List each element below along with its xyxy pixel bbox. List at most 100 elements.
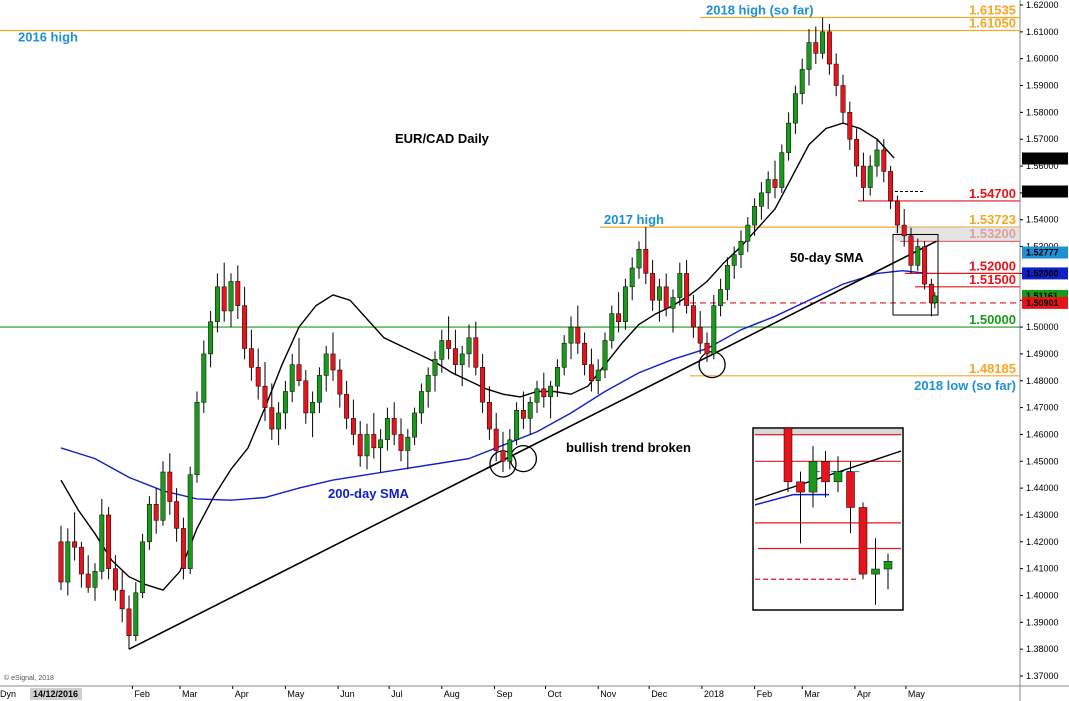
price-tag bbox=[1022, 246, 1068, 259]
candle-body bbox=[622, 286, 628, 322]
candle-body bbox=[888, 171, 894, 202]
candle-body bbox=[446, 340, 452, 349]
candle-body bbox=[391, 418, 397, 435]
x-tick-label: 14/12/2016 bbox=[33, 689, 78, 699]
candle-body bbox=[507, 439, 513, 462]
candle-body bbox=[133, 592, 139, 636]
y-tick-label: 1.45000 bbox=[1026, 456, 1059, 466]
x-tick-label: Jun bbox=[340, 689, 355, 699]
x-tick-label: Dec bbox=[651, 689, 668, 699]
candle-body bbox=[167, 471, 173, 502]
candle-body bbox=[119, 589, 125, 610]
inset-candle-body bbox=[833, 471, 843, 483]
y-tick-label: 1.57000 bbox=[1026, 134, 1059, 144]
x-tick-label: Apr bbox=[857, 689, 871, 699]
y-tick-label: 1.62000 bbox=[1026, 0, 1059, 10]
candle-body bbox=[541, 388, 547, 398]
candle-body bbox=[473, 337, 479, 368]
level-label: 1.48185 bbox=[969, 361, 1016, 376]
candle-body bbox=[398, 434, 404, 451]
candle-body bbox=[820, 31, 826, 54]
candle-body bbox=[466, 337, 472, 355]
level-label: 1.50000 bbox=[969, 312, 1016, 327]
candle-body bbox=[582, 342, 588, 365]
candle-body bbox=[459, 353, 465, 365]
candle-body bbox=[704, 342, 710, 355]
inset-candle-body bbox=[821, 461, 830, 483]
candle-body bbox=[765, 179, 771, 194]
candle-body bbox=[106, 514, 112, 569]
candle-body bbox=[758, 192, 764, 207]
candle-body bbox=[745, 224, 751, 242]
x-tick-label: Apr bbox=[235, 689, 249, 699]
candle-body bbox=[242, 305, 248, 349]
candle-body bbox=[99, 514, 105, 572]
candle-body bbox=[711, 305, 717, 355]
candle-body bbox=[255, 367, 261, 387]
inset-frame bbox=[752, 427, 904, 611]
candle-body bbox=[344, 393, 350, 419]
candle-body bbox=[269, 407, 275, 430]
candle-body bbox=[296, 364, 302, 382]
candle-body bbox=[520, 410, 526, 419]
candle-body bbox=[813, 42, 819, 54]
inset-candle-body bbox=[883, 561, 893, 570]
candle-body bbox=[248, 348, 254, 368]
y-tick-label: 1.46000 bbox=[1026, 429, 1059, 439]
sma200-label: 200-day SMA bbox=[328, 486, 410, 501]
candle-body bbox=[690, 305, 696, 328]
candle-body bbox=[874, 149, 880, 167]
candle-body bbox=[881, 149, 887, 172]
candle-body bbox=[486, 401, 492, 430]
inset-candle-body bbox=[808, 461, 818, 493]
zoom-box bbox=[892, 233, 939, 316]
candle-body bbox=[616, 313, 622, 322]
candle-body bbox=[187, 474, 193, 569]
inset-candle-body bbox=[846, 471, 855, 508]
candle-body bbox=[384, 418, 390, 441]
candle-body bbox=[310, 401, 316, 414]
inset-candle-body bbox=[796, 481, 805, 493]
candle-body bbox=[629, 267, 635, 288]
candle-body bbox=[85, 573, 91, 588]
y-tick-label: 1.38000 bbox=[1026, 644, 1059, 654]
sma50-line bbox=[60, 122, 895, 591]
y-tick-label: 1.60000 bbox=[1026, 54, 1059, 64]
level-label: 1.61050 bbox=[969, 15, 1016, 30]
resistance-zone bbox=[895, 227, 1020, 242]
candle-body bbox=[697, 326, 703, 344]
candle-body bbox=[928, 283, 934, 304]
candle-body bbox=[867, 165, 873, 188]
sma50-label: 50-day SMA bbox=[790, 250, 864, 265]
x-tick-label: Sep bbox=[497, 689, 513, 699]
candle-body bbox=[786, 122, 792, 153]
y-tick-label: 1.44000 bbox=[1026, 483, 1059, 493]
candle-body bbox=[915, 246, 921, 266]
y-tick-label: 1.39000 bbox=[1026, 617, 1059, 627]
candle-body bbox=[174, 501, 180, 529]
candle-body bbox=[337, 369, 343, 395]
x-tick-label: Jul bbox=[391, 689, 403, 699]
candle-body bbox=[140, 541, 146, 594]
candle-body bbox=[527, 401, 533, 419]
candle-body bbox=[772, 179, 778, 188]
y-tick-label: 1.42000 bbox=[1026, 537, 1059, 547]
candle-body bbox=[901, 224, 907, 237]
candle-body bbox=[452, 348, 458, 365]
candle-body bbox=[92, 571, 98, 588]
level-label: 1.51500 bbox=[969, 272, 1016, 287]
candle-body bbox=[677, 273, 683, 298]
candle-body bbox=[650, 273, 656, 301]
candle-body bbox=[847, 112, 853, 140]
candle-body bbox=[554, 367, 560, 387]
candle-body bbox=[235, 281, 241, 306]
y-tick-label: 1.49000 bbox=[1026, 349, 1059, 359]
candle-body bbox=[350, 418, 356, 435]
candle-body bbox=[323, 353, 329, 376]
candle-body bbox=[289, 364, 295, 392]
price-tag bbox=[1022, 152, 1068, 165]
price-tag-label: 1.52000 bbox=[1026, 268, 1059, 278]
inset-resistance-zone bbox=[754, 429, 902, 436]
candle-body bbox=[201, 353, 207, 403]
candle-body bbox=[316, 375, 322, 403]
